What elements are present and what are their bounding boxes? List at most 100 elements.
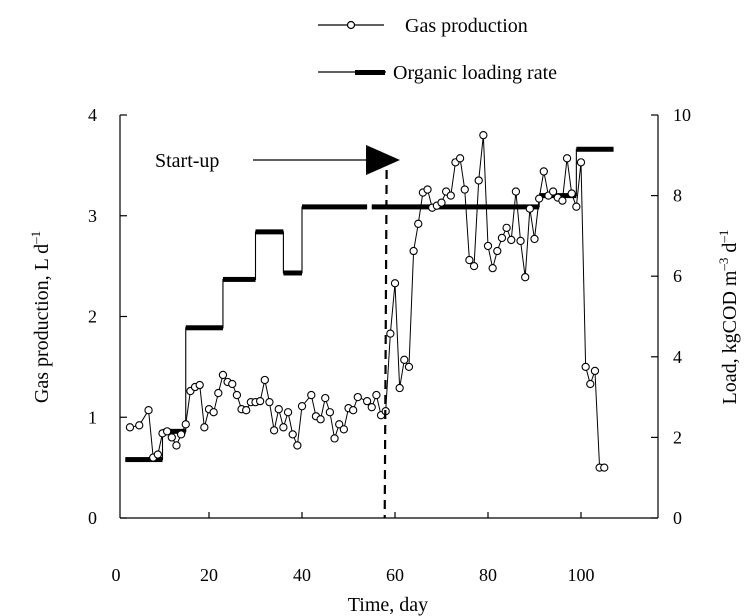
gas-point bbox=[195, 380, 204, 390]
gas-point bbox=[348, 406, 358, 415]
gas-point bbox=[353, 392, 362, 402]
y-axis-left-title: Gas production, L d–1 bbox=[28, 231, 53, 403]
gas-point bbox=[586, 379, 595, 389]
y-left-tick-label: 3 bbox=[88, 206, 97, 226]
olr-segment bbox=[185, 325, 223, 331]
gas-point bbox=[335, 420, 344, 429]
legend-gas-marker bbox=[346, 20, 356, 30]
y-right-tick-label: 2 bbox=[673, 427, 682, 447]
gas-point bbox=[488, 263, 497, 273]
gas-point bbox=[372, 390, 381, 400]
x-tick-label: 80 bbox=[479, 565, 497, 585]
gas-point bbox=[274, 405, 283, 414]
gas-point bbox=[209, 408, 218, 417]
gas-point bbox=[572, 202, 581, 211]
y-left-title-sup: –1 bbox=[28, 231, 43, 245]
legend-gas-label: Gas production bbox=[405, 15, 528, 37]
y-right-tick-label: 6 bbox=[673, 266, 682, 286]
y-right-title-sup2: –1 bbox=[716, 230, 731, 244]
gas-point bbox=[590, 366, 600, 376]
legend: Gas production Organic loading rate bbox=[318, 15, 557, 84]
gas-point bbox=[479, 130, 488, 140]
olr-segment bbox=[222, 276, 256, 282]
gas-point bbox=[562, 154, 572, 163]
gas-point bbox=[386, 329, 395, 338]
gas-point bbox=[497, 233, 507, 243]
gas-point bbox=[307, 390, 316, 400]
gas-point bbox=[535, 194, 544, 203]
gas-point bbox=[330, 434, 339, 443]
legend-olr-marker bbox=[355, 70, 385, 75]
gas-point bbox=[321, 393, 330, 403]
gas-point bbox=[483, 241, 493, 251]
gas-point bbox=[521, 273, 530, 282]
gas-point bbox=[576, 158, 586, 167]
x-tick-label: 40 bbox=[293, 565, 311, 585]
gas-point bbox=[423, 185, 432, 194]
gas-point bbox=[162, 427, 172, 436]
gas-point bbox=[279, 423, 288, 432]
olr-segment bbox=[576, 146, 614, 152]
y-right-tick-label: 4 bbox=[673, 347, 682, 367]
gas-point bbox=[511, 187, 521, 196]
y-left-tick-label: 1 bbox=[88, 407, 97, 427]
gas-point bbox=[455, 154, 465, 163]
x-axis-title: Time, day bbox=[348, 594, 428, 616]
legend-olr-label: Organic loading rate bbox=[393, 62, 557, 84]
gas-point bbox=[502, 223, 511, 232]
gas-point bbox=[125, 423, 135, 432]
y-right-tick-label: 10 bbox=[673, 105, 691, 125]
gas-point bbox=[316, 415, 325, 424]
gas-point bbox=[446, 191, 455, 200]
gas-line bbox=[129, 135, 605, 469]
gas-point bbox=[367, 403, 376, 412]
gas-point bbox=[548, 187, 558, 196]
y-axis-right-title: Load, kgCOD m–3 d–1 bbox=[716, 230, 741, 405]
olr-segment bbox=[283, 270, 302, 276]
gas-point bbox=[409, 246, 418, 256]
gas-point bbox=[465, 255, 474, 265]
gas-point bbox=[218, 370, 228, 380]
olr-segment bbox=[162, 428, 186, 434]
gas-point bbox=[400, 355, 409, 364]
gas-point bbox=[135, 421, 144, 430]
gas-point bbox=[242, 406, 251, 415]
gas-point bbox=[474, 176, 483, 185]
y-right-title-mid: d bbox=[719, 243, 741, 258]
y-left-title-main: Gas production, L d bbox=[31, 244, 53, 403]
gas-point bbox=[516, 236, 525, 246]
olr-segment bbox=[371, 204, 540, 210]
gas-series bbox=[125, 130, 609, 472]
gas-point bbox=[325, 408, 335, 417]
y-left-tick-label: 0 bbox=[88, 508, 97, 528]
gas-point bbox=[507, 235, 516, 245]
startup-annotation: Start-up bbox=[155, 145, 400, 519]
startup-label: Start-up bbox=[155, 150, 219, 172]
gas-point bbox=[404, 362, 414, 372]
gas-point bbox=[144, 406, 153, 415]
gas-point bbox=[172, 441, 181, 450]
gas-point bbox=[297, 402, 307, 411]
y-left-tick-label: 2 bbox=[88, 307, 97, 327]
startup-arrow-head bbox=[366, 145, 400, 175]
startup-dashed-line bbox=[383, 154, 388, 519]
y-right-title-sup1: –3 bbox=[716, 258, 731, 272]
gas-point bbox=[214, 388, 223, 398]
gas-point bbox=[269, 426, 279, 435]
gas-point bbox=[181, 420, 190, 429]
olr-segment bbox=[125, 457, 163, 463]
y-right-tick-label: 0 bbox=[673, 508, 682, 528]
gas-point bbox=[260, 375, 269, 385]
x-tick-label: 20 bbox=[200, 565, 218, 585]
gas-point bbox=[525, 204, 534, 213]
gas-point bbox=[600, 463, 609, 472]
gas-point bbox=[283, 408, 293, 417]
y-left-tick-label: 4 bbox=[88, 105, 97, 125]
gas-point bbox=[362, 396, 372, 406]
y-right-tick-label: 8 bbox=[673, 186, 682, 206]
gas-point bbox=[460, 185, 469, 194]
gas-point bbox=[232, 390, 242, 400]
x-tick-label: 60 bbox=[386, 565, 404, 585]
gas-point bbox=[493, 246, 502, 256]
